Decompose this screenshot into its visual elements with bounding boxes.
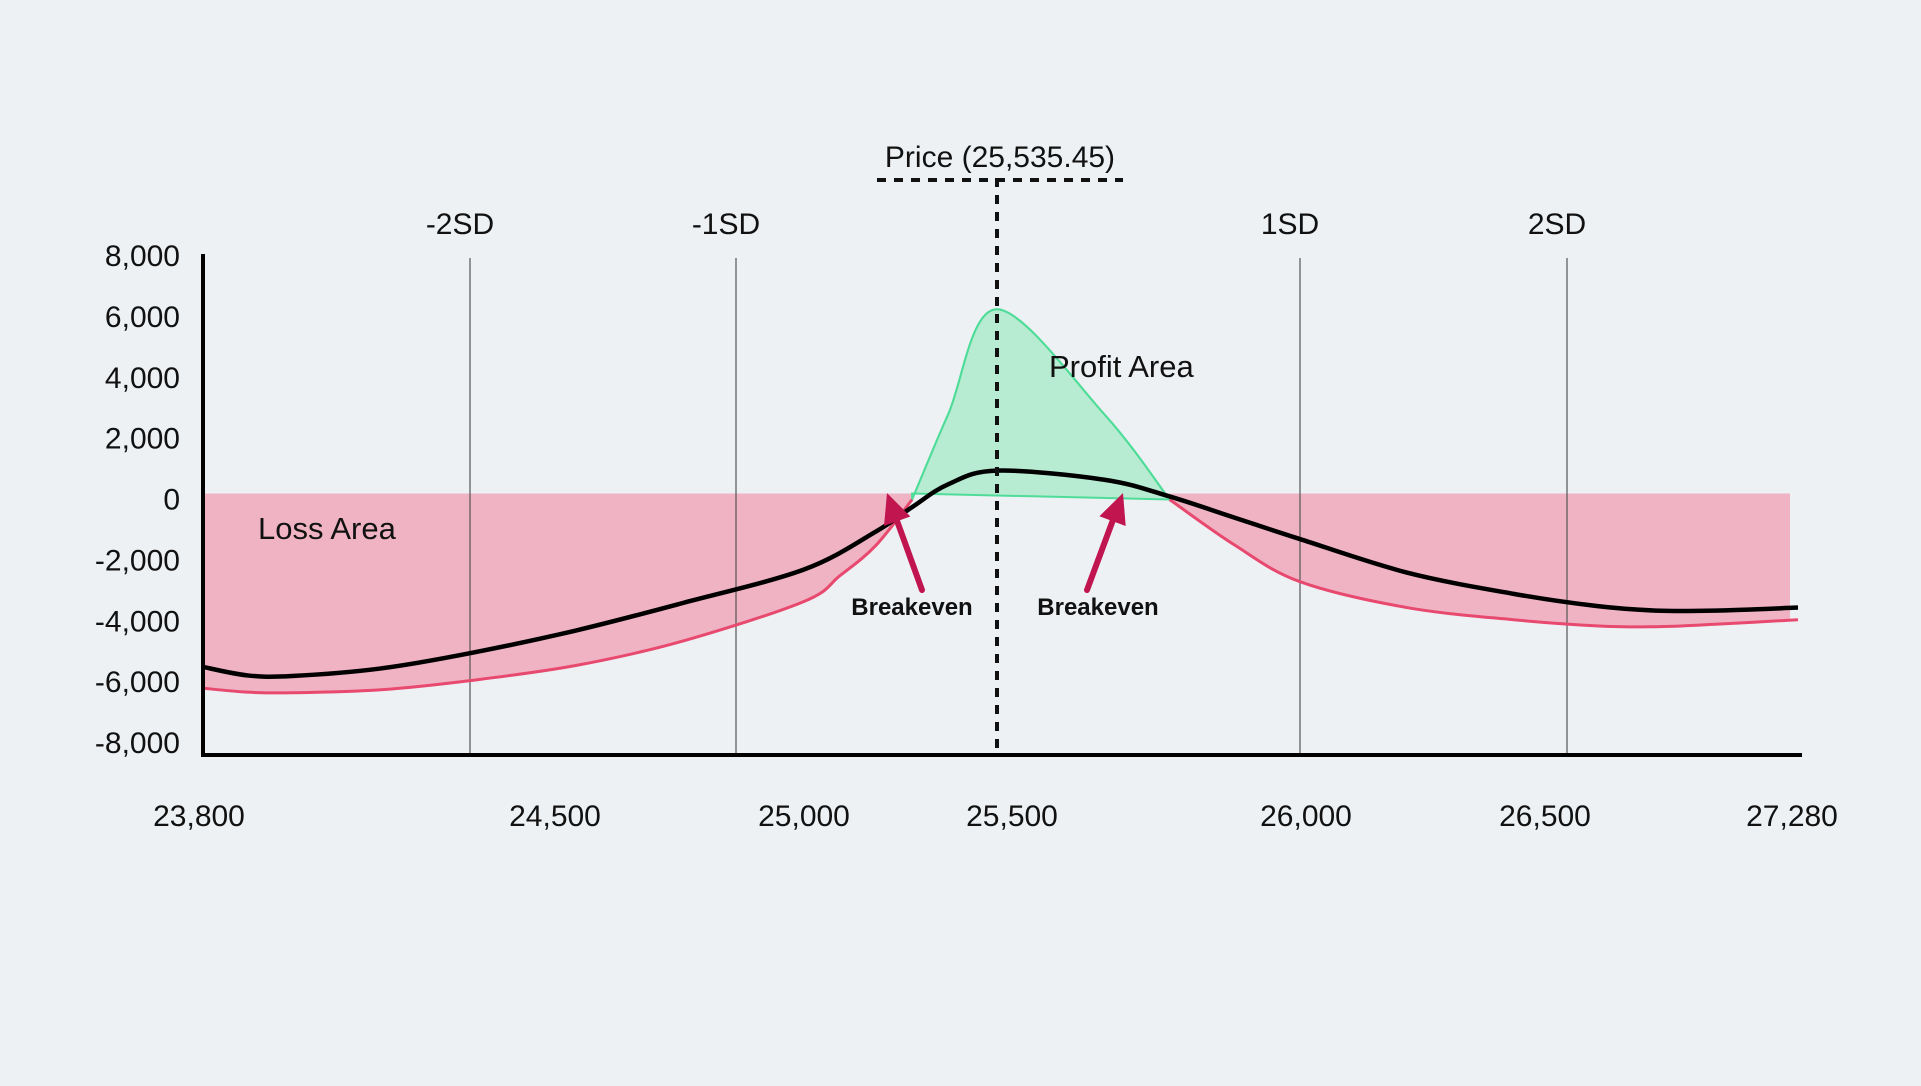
breakeven-label: Breakeven xyxy=(851,594,972,621)
x-tick-label: 24,500 xyxy=(509,800,601,833)
x-tick-label: 25,500 xyxy=(966,800,1058,833)
sd-label: -2SD xyxy=(426,208,494,241)
y-tick-label: 0 xyxy=(163,484,180,517)
payoff-line xyxy=(202,468,1799,680)
sd-label: 1SD xyxy=(1261,208,1319,241)
loss-area-left xyxy=(203,493,913,693)
x-tick-label: 23,800 xyxy=(153,800,245,833)
loss-area-label: Loss Area xyxy=(258,511,397,546)
breakeven-arrowhead xyxy=(1099,493,1126,526)
x-tick-label: 25,000 xyxy=(758,800,850,833)
profit-area-label: Profit Area xyxy=(1049,349,1194,384)
y-tick-label: -4,000 xyxy=(95,605,180,638)
profit-curve xyxy=(911,308,1171,501)
x-tick-label: 26,500 xyxy=(1499,800,1591,833)
y-tick-label: 4,000 xyxy=(105,362,180,395)
y-tick-label: -6,000 xyxy=(95,666,180,699)
loss-curve-right xyxy=(1168,498,1799,629)
loss-area-right xyxy=(1169,493,1790,627)
price-label: Price (25,535.45) xyxy=(885,141,1115,174)
x-tick-label: 26,000 xyxy=(1260,800,1352,833)
breakeven-label: Breakeven xyxy=(1037,594,1158,621)
y-tick-label: 8,000 xyxy=(105,240,180,273)
sd-label: -1SD xyxy=(692,208,760,241)
y-tick-label: 2,000 xyxy=(105,423,180,456)
sd-label: 2SD xyxy=(1528,208,1586,241)
y-tick-label: -2,000 xyxy=(95,544,180,577)
breakeven-arrow xyxy=(1084,507,1120,593)
breakeven-arrowhead xyxy=(884,493,911,526)
x-tick-label: 27,280 xyxy=(1746,800,1838,833)
breakeven-arrow xyxy=(890,507,925,593)
y-tick-label: 6,000 xyxy=(105,301,180,334)
loss-curve-left xyxy=(202,498,914,695)
y-tick-label: -8,000 xyxy=(95,727,180,760)
